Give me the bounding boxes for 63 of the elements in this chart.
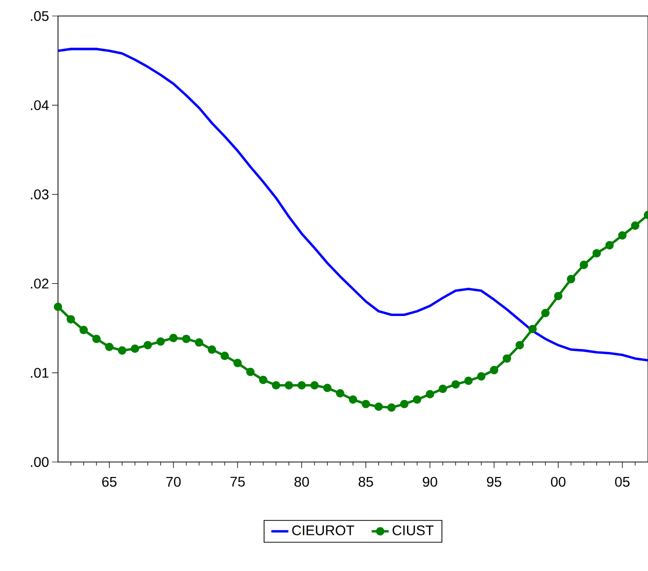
point — [502, 354, 512, 363]
point — [387, 403, 396, 412]
point — [194, 338, 204, 347]
point — [130, 344, 140, 353]
point — [541, 308, 550, 318]
point — [310, 381, 319, 390]
x-tick-label: 95 — [486, 476, 502, 487]
point — [105, 342, 114, 352]
point — [66, 315, 76, 324]
point — [400, 400, 409, 408]
point — [605, 241, 614, 250]
point — [490, 366, 498, 374]
point — [630, 221, 640, 230]
point — [438, 384, 447, 394]
x-tick-label: 75 — [230, 476, 245, 487]
point — [323, 384, 332, 392]
point — [592, 249, 601, 258]
x-tick-label: 80 — [294, 476, 309, 487]
point — [118, 346, 126, 355]
point — [451, 380, 460, 389]
point — [182, 334, 190, 344]
x-tick-label: 90 — [422, 476, 438, 487]
y-tick-label: .02 — [30, 278, 48, 289]
point — [169, 334, 178, 342]
point — [412, 395, 422, 404]
point — [156, 337, 165, 346]
point — [54, 302, 62, 311]
point — [259, 376, 268, 384]
y-tick-label: .01 — [30, 368, 48, 378]
point — [477, 372, 486, 381]
point — [554, 292, 562, 300]
point — [374, 402, 383, 411]
y-tick-label: .04 — [30, 100, 49, 110]
point — [208, 345, 216, 354]
point — [566, 274, 576, 284]
x-tick-label: 65 — [102, 476, 117, 487]
y-tick-label: .00 — [30, 457, 49, 467]
point — [220, 352, 229, 360]
y-tick-label: .05 — [30, 11, 49, 21]
point — [144, 340, 152, 350]
point — [92, 334, 101, 344]
point — [618, 231, 627, 240]
point — [233, 358, 242, 368]
point — [246, 368, 255, 376]
point — [426, 390, 434, 398]
point — [464, 376, 473, 386]
x-tick-label: 85 — [358, 476, 374, 487]
point — [516, 340, 524, 350]
point — [297, 381, 306, 390]
point — [284, 381, 294, 390]
point — [528, 324, 537, 334]
point — [362, 400, 370, 408]
point — [580, 260, 588, 270]
x-tick-label: 05 — [615, 476, 630, 487]
x-tick-label: 00 — [550, 476, 566, 487]
x-tick-label: 70 — [166, 476, 181, 487]
point — [348, 395, 358, 404]
legend-label: CIUST — [392, 525, 434, 536]
point — [272, 381, 280, 390]
y-tick-label: .03 — [30, 189, 49, 200]
legend-label: CIEUROT — [292, 525, 354, 536]
point — [79, 326, 88, 334]
point — [336, 389, 344, 398]
